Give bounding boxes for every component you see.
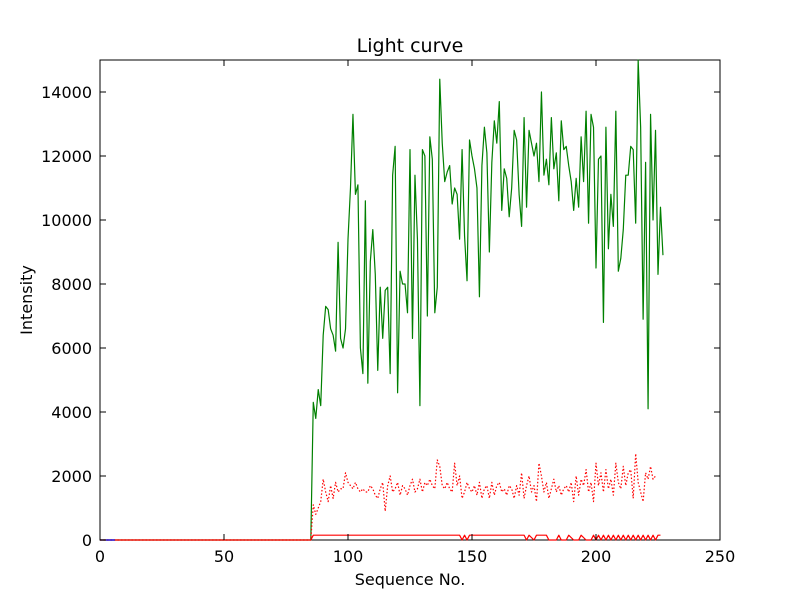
x-tick-label: 150 — [457, 547, 488, 566]
y-tick-label: 4000 — [51, 403, 92, 422]
y-tick-label: 0 — [82, 531, 92, 550]
series-line-2 — [100, 534, 661, 541]
x-tick-label: 250 — [705, 547, 736, 566]
x-tick-label: 100 — [333, 547, 364, 566]
ticks-layer: 0 50 100 150 200 250 0 2000 4000 6000 8000 10000 120… — [41, 60, 735, 566]
y-tick-label: 8000 — [51, 275, 92, 294]
chart-title: Light curve — [357, 35, 464, 57]
plot-area — [99, 59, 721, 541]
y-axis-title: Intensity — [17, 265, 36, 335]
x-tick-label: 50 — [214, 547, 234, 566]
series-layer — [100, 59, 664, 541]
x-tick-label: 0 — [95, 547, 105, 566]
y-tick-label: 10000 — [41, 211, 92, 230]
y-tick-label: 6000 — [51, 339, 92, 358]
y-tick-label: 2000 — [51, 467, 92, 486]
series-line-0 — [100, 59, 664, 541]
y-tick-label: 12000 — [41, 147, 92, 166]
series-line-1 — [100, 453, 656, 541]
x-tick-label: 200 — [581, 547, 612, 566]
y-tick-label: 14000 — [41, 83, 92, 102]
x-axis-title: Sequence No. — [355, 570, 466, 589]
